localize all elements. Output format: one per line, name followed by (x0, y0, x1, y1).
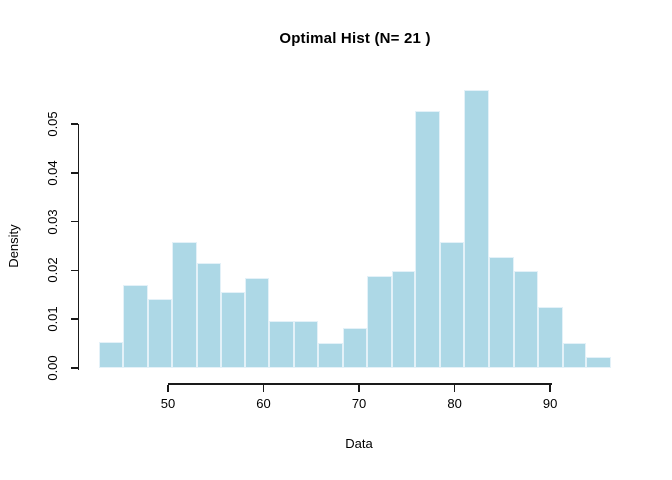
histogram-bar (440, 242, 465, 368)
x-tick-label: 90 (542, 396, 558, 411)
y-tick (70, 172, 78, 174)
y-tick (70, 269, 78, 272)
histogram-bar (147, 299, 172, 368)
histogram-bar (294, 321, 318, 368)
x-axis-title: Data (345, 436, 373, 451)
histogram-bar (366, 275, 392, 368)
histogram-bar (245, 278, 270, 368)
y-tick-label: 0.05 (45, 111, 60, 137)
histogram-bar (391, 270, 416, 368)
x-tick (167, 384, 169, 392)
histogram-bar (464, 89, 489, 368)
y-tick-label: 0.04 (45, 160, 60, 186)
histogram-bar (562, 343, 587, 368)
histogram-bar (220, 291, 246, 368)
x-tick-label: 70 (351, 396, 367, 411)
y-axis-title: Density (6, 224, 21, 268)
y-tick-label: 0.03 (45, 208, 60, 235)
x-tick (262, 384, 265, 392)
histogram-bar (171, 242, 197, 368)
y-tick-label: 0.02 (45, 257, 60, 284)
histogram-bar (99, 342, 124, 368)
x-tick (453, 384, 456, 392)
y-tick-label: 0.00 (45, 355, 60, 381)
chart-title: Optimal Hist (N= 21 ) (279, 30, 431, 47)
x-axis-line (168, 383, 552, 385)
histogram-bar (488, 257, 514, 368)
y-tick (70, 367, 78, 369)
x-tick-label: 80 (447, 396, 462, 411)
histogram-bar (342, 327, 367, 368)
y-axis-line (77, 124, 79, 370)
x-tick (358, 384, 360, 392)
histogram-bar (586, 356, 612, 368)
x-tick (549, 384, 551, 392)
histogram-bar (415, 110, 441, 368)
y-tick (70, 220, 78, 223)
histogram-bar (196, 263, 221, 368)
y-tick (70, 318, 78, 320)
y-tick (70, 123, 78, 125)
histogram-bar (123, 285, 148, 368)
y-tick-label: 0.01 (45, 306, 60, 332)
histogram-bar (269, 321, 295, 368)
x-tick-label: 50 (160, 396, 176, 411)
histogram-bar (513, 270, 538, 368)
histogram-bar (317, 343, 343, 368)
histogram-bar (537, 307, 563, 368)
x-tick-label: 60 (256, 396, 271, 411)
